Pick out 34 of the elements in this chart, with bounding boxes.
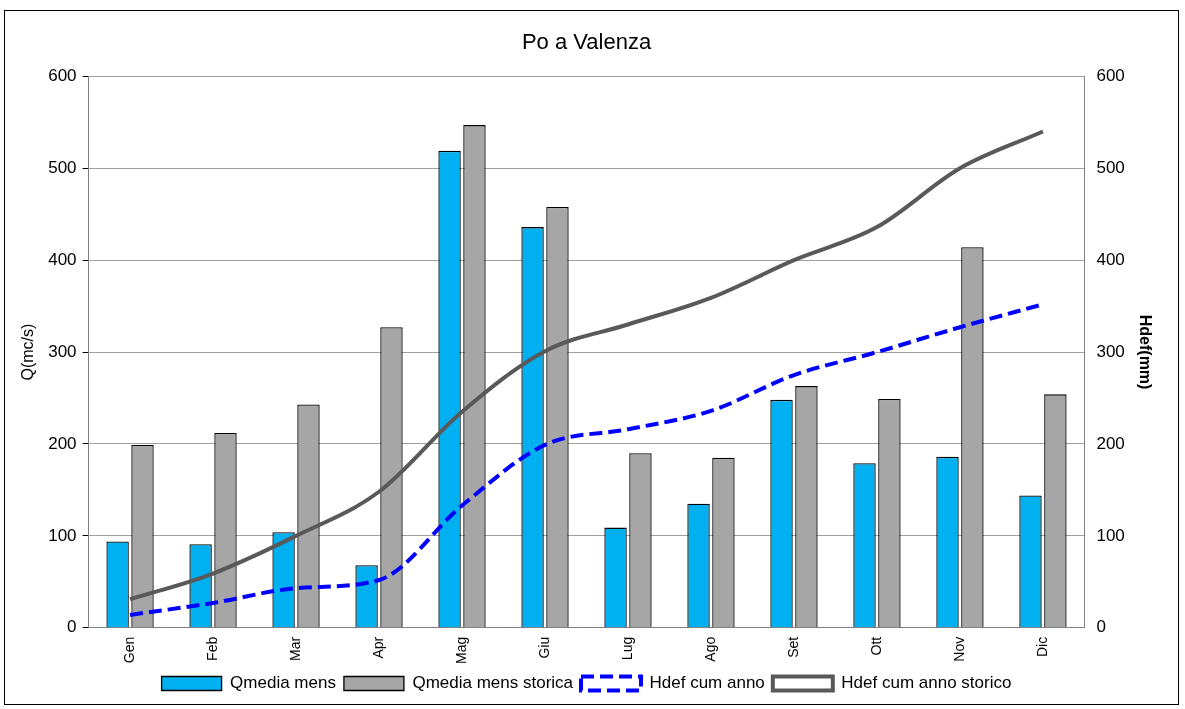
- y2-tick-label: 0: [1096, 617, 1106, 637]
- y2-tick-label: 400: [1096, 249, 1125, 269]
- x-tick-label: Gen: [120, 636, 137, 664]
- x-tick-label: Set: [784, 636, 801, 658]
- y-tick-label: 0: [67, 617, 77, 637]
- x-tick-label: Mar: [286, 636, 303, 661]
- x-tick-label: Ott: [867, 636, 884, 656]
- y-tick-label: 100: [48, 525, 77, 545]
- x-tick-label: Feb: [203, 636, 220, 661]
- y2-tick-label: 600: [1096, 66, 1125, 86]
- y2-tick-label: 300: [1096, 341, 1125, 361]
- legend-label: Hdef cum anno: [649, 673, 765, 693]
- x-tick-label: Apr: [369, 636, 386, 659]
- y2-tick-label: 500: [1096, 157, 1125, 177]
- y-tick-label: 600: [48, 66, 77, 86]
- x-tick-label: Lug: [618, 636, 635, 661]
- legend-label: Qmedia mens: [230, 673, 336, 693]
- x-tick-label: Nov: [950, 636, 967, 662]
- y-axis-title: Q(mc/s): [19, 323, 37, 381]
- y2-tick-label: 100: [1096, 525, 1125, 545]
- y-tick-label: 500: [48, 157, 77, 177]
- chart-title: Po a Valenza: [521, 29, 652, 55]
- x-tick-label: Giu: [535, 636, 552, 659]
- y-tick-label: 200: [48, 433, 77, 453]
- y-tick-label: 400: [48, 249, 77, 269]
- line-series: [128, 129, 1045, 602]
- y2-tick-label: 200: [1096, 433, 1125, 453]
- y2-axis-title: Hdef(mm): [1136, 314, 1154, 390]
- x-tick-label: Mag: [452, 636, 469, 664]
- legend-label: Qmedia mens storica: [412, 673, 574, 693]
- x-tick-label: Dic: [1033, 636, 1050, 657]
- y-tick-label: 300: [48, 341, 77, 361]
- legend-label: Hdef cum anno storico: [841, 673, 1012, 693]
- x-tick-label: Ago: [701, 636, 718, 662]
